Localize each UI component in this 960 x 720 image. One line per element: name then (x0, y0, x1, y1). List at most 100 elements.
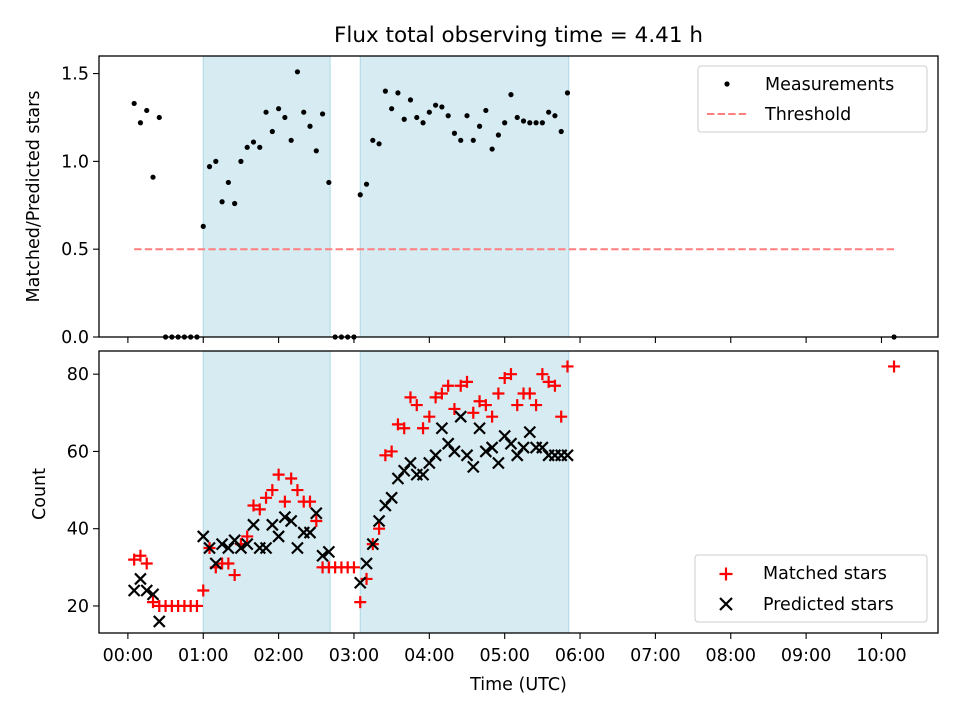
legend-measurements-label: Measurements (765, 75, 894, 95)
predicted-point (146, 588, 160, 601)
predicted-point (416, 468, 430, 481)
measurement-point (326, 179, 332, 186)
matched-point (530, 399, 543, 412)
matched-point (373, 522, 386, 535)
predicted-point (523, 425, 537, 439)
measurement-point (382, 88, 388, 94)
predicted-point (310, 506, 323, 520)
measurement-point (276, 106, 282, 112)
matched-point (486, 410, 499, 423)
matched-point (555, 410, 568, 423)
predicted-point (303, 526, 317, 539)
matched-point (128, 553, 141, 566)
predicted-point (209, 557, 223, 570)
count-panel: 20 40 60 80 00:00 01:00 02:00 03:00 04:00 05:00 06… (67, 350, 939, 666)
observing-window-band (359, 350, 570, 634)
matched-point (479, 399, 492, 412)
y-tick-label: 1.5 (61, 65, 89, 85)
x-tick-label: 07:00 (630, 646, 680, 666)
matched-point (391, 418, 404, 431)
legend-predicted-marker (719, 597, 733, 611)
x-tick-label: 01:00 (178, 646, 228, 666)
predicted-point (215, 537, 229, 551)
measurement-point (395, 90, 401, 96)
matched-point (448, 402, 461, 415)
matched-point (260, 491, 273, 504)
predicted-point (322, 545, 336, 559)
matched-point (241, 530, 254, 543)
y-tick-label: 0.0 (61, 328, 89, 348)
matched-point (190, 599, 203, 612)
count-y-axis-label: Count (30, 468, 50, 520)
predicted-point (234, 541, 248, 555)
predicted-point (353, 576, 367, 590)
plot-frame (98, 55, 939, 338)
measurement-point (476, 123, 483, 129)
measurement-point (520, 118, 527, 124)
measurement-point (376, 141, 382, 147)
measurement-point (552, 113, 558, 119)
measurement-point (426, 109, 432, 115)
measurement-point (389, 106, 395, 112)
matched-point (523, 387, 536, 400)
matched-point (473, 395, 486, 408)
x-tick-label: 10:00 (856, 646, 906, 666)
matched-point (134, 549, 147, 562)
predicted-point (278, 510, 292, 524)
predicted-point (153, 615, 166, 628)
measurement-point (489, 146, 495, 152)
measurement-point (137, 120, 144, 126)
matched-point (454, 379, 467, 392)
matched-point (492, 387, 505, 400)
x-tick-label: 05:00 (479, 646, 529, 666)
y-tick-label: 80 (67, 365, 89, 385)
measurement-point (131, 100, 137, 107)
predicted-point (479, 445, 493, 458)
measurement-point (363, 181, 370, 187)
chart-title: Flux total observing time = 4.41 h (334, 23, 703, 48)
measurement-point (483, 107, 489, 114)
matched-point (511, 399, 524, 412)
matched-point (498, 372, 511, 385)
predicted-point (240, 537, 254, 551)
measurement-point (263, 109, 269, 115)
matched-point (467, 406, 480, 419)
measurement-point (533, 120, 539, 126)
measurement-point (319, 111, 326, 117)
predicted-point (460, 449, 474, 462)
y-tick-label: 1.0 (61, 152, 89, 172)
y-tick-label: 60 (67, 442, 89, 462)
predicted-point (360, 557, 373, 570)
matched-point (442, 379, 455, 392)
ratio-legend: Measurements Threshold (697, 65, 928, 133)
measurement-point (502, 120, 508, 126)
ratio-y-axis-label: Matched/Predicted stars (24, 91, 44, 303)
matched-point (266, 484, 279, 497)
predicted-point (429, 449, 442, 462)
predicted-point (485, 441, 499, 454)
legend-matched-label: Matched stars (763, 564, 887, 584)
x-tick-label: 08:00 (706, 646, 756, 666)
measurement-point (433, 102, 439, 108)
x-tick-label: 09:00 (781, 646, 831, 666)
predicted-point (272, 530, 285, 543)
measurement-point (219, 199, 225, 205)
matched-point (461, 375, 474, 388)
matched-point (379, 449, 392, 462)
measurement-point (539, 120, 545, 126)
predicted-point (372, 514, 386, 528)
measurement-point (282, 114, 288, 121)
matched-point (253, 503, 266, 516)
matched-point (354, 596, 367, 609)
legend-matched-marker (719, 567, 733, 581)
matched-point (285, 472, 298, 485)
predicted-point (259, 541, 273, 555)
measurement-point (225, 179, 231, 186)
predicted-point (492, 456, 505, 470)
predicted-point (266, 518, 279, 532)
predicted-point (404, 456, 417, 470)
predicted-point (134, 572, 147, 586)
measurement-point (238, 158, 244, 164)
matched-point (417, 422, 430, 435)
